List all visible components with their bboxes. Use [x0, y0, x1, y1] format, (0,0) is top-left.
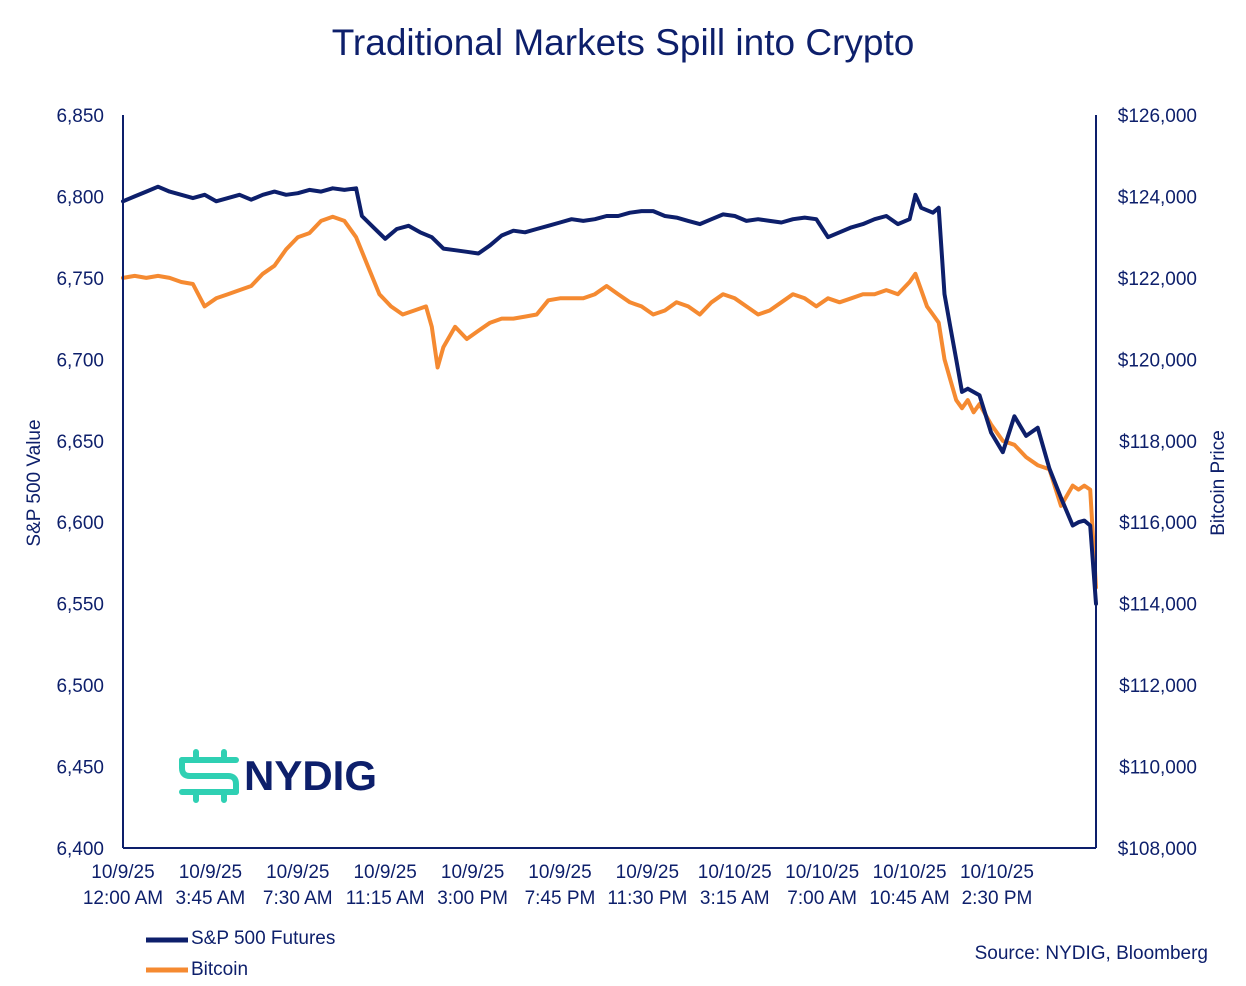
- left-tick-label: 6,600: [56, 513, 104, 534]
- x-tick-date: 10/10/25: [960, 862, 1034, 883]
- right-axis-title: Bitcoin Price: [1208, 430, 1229, 536]
- x-tick-date: 10/10/25: [698, 862, 772, 883]
- x-tick-date: 10/9/25: [616, 862, 679, 883]
- x-tick-date: 10/9/25: [353, 862, 416, 883]
- x-tick-time: 7:00 AM: [787, 888, 857, 909]
- right-tick-label: $120,000: [1118, 350, 1197, 371]
- x-tick-date: 10/9/25: [266, 862, 329, 883]
- x-tick-date: 10/9/25: [179, 862, 242, 883]
- nydig-logo: NYDIG: [179, 749, 377, 803]
- nydig-logo-mark-icon: [179, 749, 239, 803]
- right-tick-label: $108,000: [1118, 839, 1197, 860]
- x-tick-date: 10/10/25: [873, 862, 947, 883]
- right-axis-ticks: $126,000 $124,000 $122,000 $120,000 $118,000…: [1118, 106, 1197, 860]
- left-tick-label: 6,550: [56, 595, 104, 616]
- x-tick-time: 11:15 AM: [346, 888, 425, 909]
- x-tick-time: 2:30 PM: [962, 888, 1033, 909]
- left-tick-label: 6,800: [56, 187, 104, 208]
- x-axis-ticks: 10/9/25 12:00 AM 10/9/25 3:45 AM 10/9/25 7:30…: [83, 862, 1034, 909]
- right-tick-label: $110,000: [1119, 758, 1197, 779]
- right-tick-label: $116,000: [1119, 513, 1197, 534]
- logo-text: NYDIG: [244, 752, 377, 799]
- x-tick-date: 10/10/25: [785, 862, 859, 883]
- x-tick-date: 10/9/25: [91, 862, 154, 883]
- left-tick-label: 6,400: [56, 839, 104, 860]
- x-tick-date: 10/9/25: [441, 862, 504, 883]
- left-tick-label: 6,850: [56, 106, 104, 127]
- right-tick-label: $118,000: [1119, 432, 1197, 453]
- left-tick-label: 6,750: [56, 269, 104, 290]
- x-tick-time: 12:00 AM: [83, 888, 163, 909]
- x-tick-time: 3:15 AM: [700, 888, 770, 909]
- x-tick-time: 3:45 AM: [176, 888, 246, 909]
- right-tick-label: $124,000: [1118, 187, 1197, 208]
- right-tick-label: $112,000: [1119, 676, 1197, 697]
- series-line-sp500-futures: [121, 184, 1098, 606]
- right-tick-label: $114,000: [1119, 595, 1197, 616]
- x-tick-time: 7:45 PM: [525, 888, 596, 909]
- left-tick-label: 6,450: [56, 758, 104, 779]
- legend-label-sp500: S&P 500 Futures: [191, 928, 335, 949]
- x-tick-time: 10:45 AM: [869, 888, 949, 909]
- left-tick-label: 6,700: [56, 350, 104, 371]
- legend: S&P 500 Futures Bitcoin: [146, 928, 335, 980]
- x-tick-time: 11:30 PM: [607, 888, 687, 909]
- left-tick-label: 6,500: [56, 676, 104, 697]
- x-tick-date: 10/9/25: [528, 862, 591, 883]
- left-axis-title: S&P 500 Value: [24, 419, 45, 546]
- left-tick-label: 6,650: [56, 432, 104, 453]
- right-tick-label: $126,000: [1118, 106, 1197, 127]
- x-tick-time: 7:30 AM: [263, 888, 333, 909]
- legend-label-bitcoin: Bitcoin: [191, 959, 248, 980]
- right-tick-label: $122,000: [1118, 269, 1197, 290]
- left-axis-ticks: 6,850 6,800 6,750 6,700 6,650 6,600 6,550 6,500…: [56, 106, 104, 860]
- x-tick-time: 3:00 PM: [437, 888, 508, 909]
- series-line-bitcoin: [121, 214, 1098, 590]
- source-note: Source: NYDIG, Bloomberg: [975, 943, 1208, 964]
- chart-title: Traditional Markets Spill into Crypto: [332, 22, 915, 63]
